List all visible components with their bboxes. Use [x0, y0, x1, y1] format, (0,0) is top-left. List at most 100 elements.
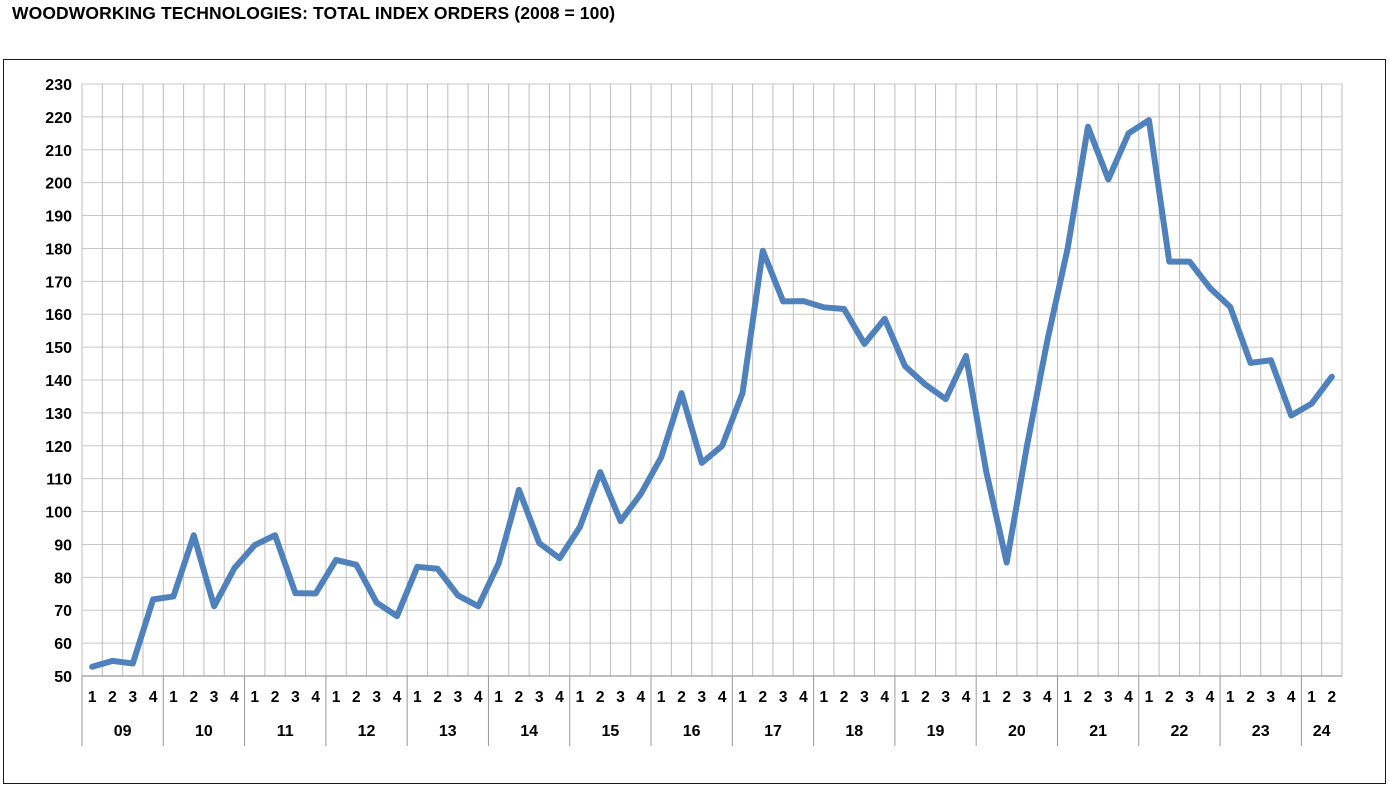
quarter-label: 4: [1287, 689, 1296, 706]
vertical-gridlines: [81, 84, 1343, 676]
quarter-label: 2: [1165, 689, 1174, 706]
quarter-label: 2: [677, 689, 686, 706]
quarter-label: 4: [393, 689, 402, 706]
y-tick-label: 70: [54, 603, 72, 620]
quarter-label: 3: [1185, 689, 1194, 706]
year-label: 17: [764, 723, 782, 740]
quarter-label: 2: [1246, 689, 1255, 706]
quarter-label: 3: [454, 689, 463, 706]
quarter-label: 4: [230, 689, 239, 706]
y-tick-label: 220: [45, 110, 72, 127]
quarter-label: 2: [596, 689, 605, 706]
quarter-label: 1: [1145, 689, 1154, 706]
quarter-label: 3: [128, 689, 137, 706]
quarter-label: 1: [1063, 689, 1072, 706]
line-chart: 5060708090100110120130140150160170180190…: [45, 77, 1343, 746]
quarter-label: 1: [901, 689, 910, 706]
quarter-label: 1: [494, 689, 503, 706]
quarter-label: 1: [332, 689, 341, 706]
y-tick-label: 100: [45, 505, 72, 522]
year-label: 18: [845, 723, 863, 740]
quarter-label: 3: [1104, 689, 1113, 706]
y-tick-label: 140: [45, 373, 72, 390]
quarter-label: 4: [880, 689, 889, 706]
quarter-label: 1: [1307, 689, 1316, 706]
chart-title: WOODWORKING TECHNOLOGIES: TOTAL INDEX OR…: [12, 3, 616, 23]
quarter-label: 4: [637, 689, 646, 706]
year-label: 11: [277, 723, 294, 740]
quarter-label: 2: [1328, 689, 1337, 706]
quarter-label: 1: [413, 689, 422, 706]
year-label: 23: [1252, 723, 1270, 740]
quarter-label: 3: [1023, 689, 1032, 706]
chart-frame: 50 60 70 80 90 100 110 120 130 140 150 160 170 180 190…: [3, 59, 1386, 784]
year-label: 15: [601, 723, 619, 740]
quarter-label: 4: [718, 689, 727, 706]
quarter-label: 2: [189, 689, 198, 706]
y-tick-label: 110: [46, 472, 72, 489]
quarter-label: 3: [535, 689, 544, 706]
quarter-label: 4: [1124, 689, 1133, 706]
quarter-label: 3: [372, 689, 381, 706]
year-label: 13: [439, 723, 457, 740]
y-axis-tick-labels: 50 60 70 80 90 100 110 120 130 140 150 160 170 180 190…: [45, 77, 72, 686]
quarter-label: 1: [88, 689, 97, 706]
quarter-label: 3: [210, 689, 219, 706]
series-line: [89, 117, 1335, 670]
y-tick-label: 90: [54, 537, 72, 554]
y-tick-label: 210: [45, 143, 72, 160]
quarter-label: 3: [1267, 689, 1276, 706]
y-tick-label: 160: [45, 307, 72, 324]
y-tick-label: 120: [45, 439, 72, 456]
axes: [81, 675, 1342, 746]
quarter-label: 1: [657, 689, 666, 706]
quarter-label: 4: [474, 689, 483, 706]
y-tick-label: 190: [45, 209, 72, 226]
y-tick-label: 200: [45, 176, 72, 193]
quarter-label: 2: [433, 689, 442, 706]
quarter-label: 1: [982, 689, 991, 706]
quarter-label: 4: [555, 689, 564, 706]
quarter-label: 2: [108, 689, 117, 706]
year-label: 09: [114, 723, 132, 740]
y-tick-label: 180: [45, 241, 72, 258]
quarter-label: 4: [962, 689, 971, 706]
year-labels: 09 10 11 12 13 14 15 16 17 18 19 20 21 22 23 24: [114, 723, 1331, 740]
quarter-label: 1: [169, 689, 178, 706]
quarter-label: 4: [149, 689, 158, 706]
quarter-label: 3: [941, 689, 950, 706]
year-label: 21: [1089, 723, 1107, 740]
quarter-label: 4: [1206, 689, 1215, 706]
y-tick-label: 150: [45, 340, 72, 357]
quarter-label: 4: [1043, 689, 1052, 706]
quarter-label: 2: [515, 689, 524, 706]
quarter-label: 3: [616, 689, 625, 706]
y-tick-label: 60: [54, 636, 72, 653]
quarter-label: 2: [352, 689, 361, 706]
quarter-label: 2: [840, 689, 849, 706]
series-total-index-orders: [89, 117, 1335, 670]
quarter-label: 2: [1084, 689, 1093, 706]
year-label: 22: [1171, 723, 1189, 740]
quarter-label: 3: [860, 689, 869, 706]
quarter-label: 1: [1226, 689, 1235, 706]
quarter-label: 4: [311, 689, 320, 706]
quarter-label: 3: [779, 689, 788, 706]
year-label: 24: [1313, 723, 1331, 740]
quarter-label: 1: [576, 689, 585, 706]
y-tick-label: 50: [54, 669, 72, 686]
y-tick-label: 80: [54, 570, 72, 587]
y-tick-label: 230: [45, 77, 72, 94]
quarter-label: 4: [799, 689, 808, 706]
quarter-label: 1: [819, 689, 828, 706]
quarter-label: 1: [250, 689, 259, 706]
quarter-label: 2: [921, 689, 930, 706]
quarter-label: 3: [698, 689, 707, 706]
y-tick-label: 130: [45, 406, 72, 423]
quarter-label: 2: [271, 689, 280, 706]
year-label: 20: [1008, 723, 1026, 740]
quarter-label: 3: [291, 689, 300, 706]
year-label: 12: [358, 723, 376, 740]
year-label: 19: [927, 723, 945, 740]
